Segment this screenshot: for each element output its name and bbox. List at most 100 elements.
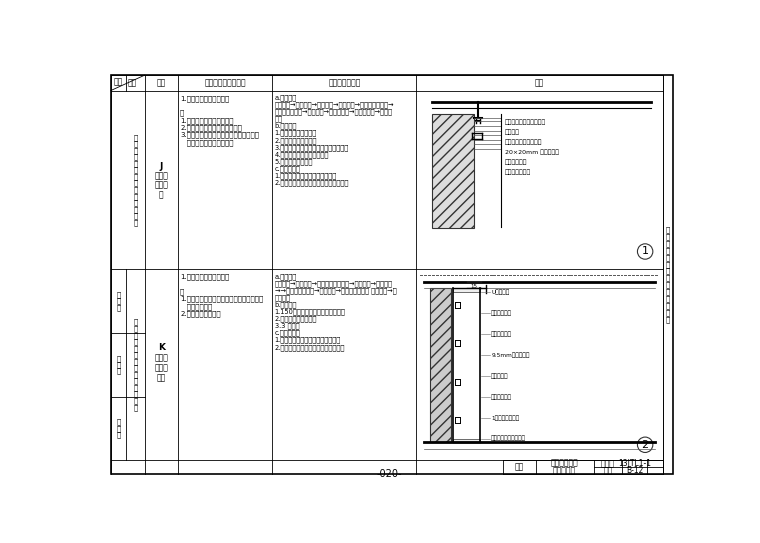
Text: 1板化妆背面铺内: 1板化妆背面铺内 xyxy=(491,415,519,420)
Text: 1.石材背景与墙纸相接处: 1.石材背景与墙纸相接处 xyxy=(180,95,230,102)
Text: 对: 对 xyxy=(116,362,121,368)
Text: 1.用专用镀铬装置刷、缝缝、保洁: 1.用专用镀铬装置刷、缝缝、保洁 xyxy=(275,172,337,179)
Text: 施: 施 xyxy=(133,371,138,378)
Text: 法: 法 xyxy=(666,317,670,323)
Text: 1.150石膏板跟面相对格内合层分量: 1.150石膏板跟面相对格内合层分量 xyxy=(275,308,346,315)
Text: 墙纸深刷防晒，断水处理: 墙纸深刷防晒，断水处理 xyxy=(180,139,233,146)
Text: 1: 1 xyxy=(641,247,648,256)
Text: 3.3 沿满面: 3.3 沿满面 xyxy=(275,323,299,329)
Text: 专用胶沉铺格: 专用胶沉铺格 xyxy=(505,160,527,166)
Text: 需刷刷防水垫: 需刷刷防水垫 xyxy=(180,303,212,310)
Text: 孔板漆: 孔板漆 xyxy=(154,363,168,372)
Text: 2.避免墙纸刷糊桌示到固定变量: 2.避免墙纸刷糊桌示到固定变量 xyxy=(180,124,242,131)
Text: 质: 质 xyxy=(666,261,670,268)
Text: 轻钢龙骨轨道: 轻钢龙骨轨道 xyxy=(491,311,512,316)
Text: 接: 接 xyxy=(666,275,670,281)
Text: 墙面卡式龙骨: 墙面卡式龙骨 xyxy=(491,331,512,337)
Text: 墙: 墙 xyxy=(133,319,138,325)
Text: 施: 施 xyxy=(133,186,138,193)
Text: a.施工工序: a.施工工序 xyxy=(275,273,297,280)
Text: 注: 注 xyxy=(180,288,185,295)
Text: 2.用合理操作专用留守合同面品品保护: 2.用合理操作专用留守合同面品品保护 xyxy=(275,344,345,351)
Text: 墙纸与木饰面: 墙纸与木饰面 xyxy=(551,459,578,468)
Text: 5.石材清理水管贴平: 5.石材清理水管贴平 xyxy=(275,158,313,165)
Text: a.施工工序: a.施工工序 xyxy=(275,94,297,101)
Text: 工: 工 xyxy=(133,384,138,391)
Text: 料: 料 xyxy=(133,351,138,358)
Text: 编: 编 xyxy=(116,419,121,426)
Text: 艺: 艺 xyxy=(133,391,138,397)
Text: →→墙纸专用层接绑→墙纸铺贴→镀铬三见消面刷 刷乳胶水→完: →→墙纸专用层接绑→墙纸铺贴→镀铬三见消面刷 刷乳胶水→完 xyxy=(275,287,397,294)
Text: 人: 人 xyxy=(116,368,121,374)
Text: 相: 相 xyxy=(133,358,138,365)
Text: 简图: 简图 xyxy=(535,78,544,87)
Text: 乳胶漆面层: 乳胶漆面层 xyxy=(491,373,508,378)
Text: 处理: 处理 xyxy=(275,116,283,122)
Text: -020-: -020- xyxy=(377,469,402,479)
Text: 做: 做 xyxy=(133,212,138,219)
Text: U型金属槽: U型金属槽 xyxy=(491,289,509,295)
Text: 工: 工 xyxy=(666,295,670,302)
Text: 材: 材 xyxy=(666,254,670,261)
Text: 墙纸与墙纸: 墙纸与墙纸 xyxy=(553,466,576,476)
Text: 施水工艺基层基色大三道: 施水工艺基层基色大三道 xyxy=(505,120,546,125)
Text: 墙: 墙 xyxy=(133,134,138,141)
Text: 水泥砂浆位合层→墙纸铺贴→安装水管道→清洁、修整→完成后: 水泥砂浆位合层→墙纸铺贴→安装水管道→清洁、修整→完成后 xyxy=(275,109,393,115)
Text: 材: 材 xyxy=(133,160,138,167)
Text: 做: 做 xyxy=(133,397,138,404)
Text: 2.台湿刷墙胶油漆量: 2.台湿刷墙胶油漆量 xyxy=(180,311,220,317)
Text: b.顺序分析: b.顺序分析 xyxy=(275,301,297,308)
Text: 相: 相 xyxy=(133,173,138,180)
Text: 人: 人 xyxy=(116,304,121,311)
Text: 工: 工 xyxy=(666,289,670,295)
Text: 材: 材 xyxy=(133,345,138,352)
Text: 面: 面 xyxy=(666,233,670,240)
Text: 名称: 名称 xyxy=(157,78,166,87)
Text: 面: 面 xyxy=(133,141,138,147)
Text: 2.配水分层层、水调配: 2.配水分层层、水调配 xyxy=(275,137,317,143)
Text: 艺: 艺 xyxy=(133,206,138,213)
Text: 9.5mm厚厚石膏板: 9.5mm厚厚石膏板 xyxy=(491,352,530,358)
Text: 施: 施 xyxy=(666,282,670,288)
Text: 法: 法 xyxy=(133,404,138,411)
Text: 批: 批 xyxy=(116,292,121,298)
Text: 页次: 页次 xyxy=(603,466,613,475)
Text: 1.墙面墙纸与铝胶水直接连接铝胶铝绿口上: 1.墙面墙纸与铝胶水直接连接铝胶铝绿口上 xyxy=(180,296,263,302)
Text: 同: 同 xyxy=(133,154,138,160)
Text: 相: 相 xyxy=(666,268,670,274)
Text: 1.墙面墙纸与镀铬铝胶水: 1.墙面墙纸与镀铬铝胶水 xyxy=(180,274,230,280)
Text: 不: 不 xyxy=(133,147,138,154)
Text: c.完成后处理: c.完成后处理 xyxy=(275,330,300,336)
Text: 接: 接 xyxy=(133,180,138,186)
Text: 墙面基础用专用底面胶: 墙面基础用专用底面胶 xyxy=(505,140,543,146)
Text: 墙纸相: 墙纸相 xyxy=(154,181,168,190)
Text: 3.墙纸与墙纸衔接后与布板，墙纸表平不: 3.墙纸与墙纸衔接后与布板，墙纸表平不 xyxy=(180,132,259,138)
Text: 工: 工 xyxy=(133,193,138,200)
Text: B-12: B-12 xyxy=(626,466,644,475)
Text: 制: 制 xyxy=(116,425,121,432)
Text: 工: 工 xyxy=(133,378,138,384)
Text: 法: 法 xyxy=(133,219,138,226)
Text: 13JTL1-1: 13JTL1-1 xyxy=(618,459,651,468)
Text: 1.先用嵌文缝槽、填鱼: 1.先用嵌文缝槽、填鱼 xyxy=(275,130,317,136)
Text: 接: 接 xyxy=(133,365,138,371)
Text: 同: 同 xyxy=(133,338,138,345)
Text: 准备工序→墙纸基层→材料加工→基层处理→水管箱基层封闭→: 准备工序→墙纸基层→材料加工→基层处理→水管箱基层封闭→ xyxy=(275,102,394,108)
Text: 2: 2 xyxy=(641,440,649,450)
Text: 校: 校 xyxy=(116,355,121,362)
Text: 工: 工 xyxy=(133,199,138,206)
Text: 墙纸与: 墙纸与 xyxy=(154,353,168,362)
Text: 图名: 图名 xyxy=(515,463,524,472)
Text: 相接: 相接 xyxy=(157,373,166,382)
Text: b.顺序分析: b.顺序分析 xyxy=(275,123,297,129)
Text: 做: 做 xyxy=(666,310,670,316)
Bar xyxy=(429,288,451,443)
Text: 1.墙纸施工要刷封闭底水量: 1.墙纸施工要刷封闭底水量 xyxy=(180,117,233,124)
Text: 管道胶粘水剂: 管道胶粘水剂 xyxy=(491,394,512,400)
Text: 类别: 类别 xyxy=(128,78,137,87)
Text: 面: 面 xyxy=(133,325,138,332)
Text: 20×20mm 不锈钢槽口: 20×20mm 不锈钢槽口 xyxy=(505,150,559,155)
Bar xyxy=(453,439,480,443)
Text: 准: 准 xyxy=(116,298,121,304)
Text: c.完成后处理: c.完成后处理 xyxy=(275,165,300,172)
